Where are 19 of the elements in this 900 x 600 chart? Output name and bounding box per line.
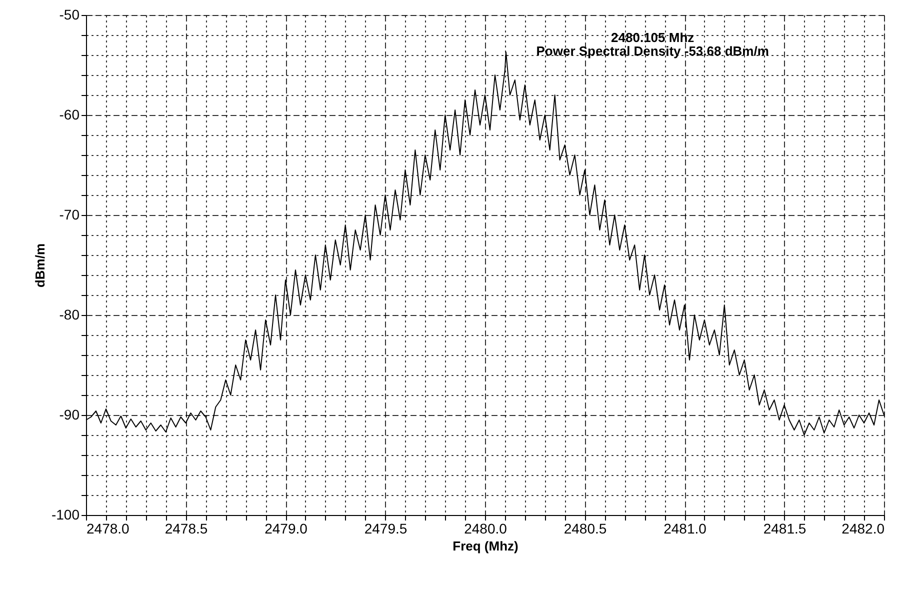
- y-tick-label: -70: [59, 206, 80, 222]
- x-tick-label: 2479.5: [364, 520, 408, 536]
- x-tick-label: 2480.0: [464, 520, 508, 536]
- y-tick-label: -90: [59, 406, 80, 422]
- x-tick-label: 2481.0: [664, 520, 707, 536]
- y-tick-label: -100: [51, 506, 80, 522]
- annotation: Power Spectral Density -53.68 dBm/m: [536, 43, 769, 58]
- y-tick-label: -60: [59, 106, 80, 122]
- annotation: 2480.105 Mhz: [611, 30, 695, 45]
- x-axis-title: Freq (Mhz): [452, 538, 518, 554]
- y-tick-label: -50: [59, 6, 80, 22]
- y-axis-title: dBm/m: [32, 243, 48, 288]
- x-tick-label: 2481.5: [763, 520, 806, 536]
- y-tick-label: -80: [59, 306, 80, 322]
- x-tick-label: 2479.0: [264, 520, 308, 536]
- x-tick-label: 2480.5: [564, 520, 607, 536]
- x-tick-label: 2478.0: [86, 520, 130, 536]
- x-tick-label: 2478.5: [164, 520, 208, 536]
- x-tick-label: 2482.0: [842, 520, 885, 536]
